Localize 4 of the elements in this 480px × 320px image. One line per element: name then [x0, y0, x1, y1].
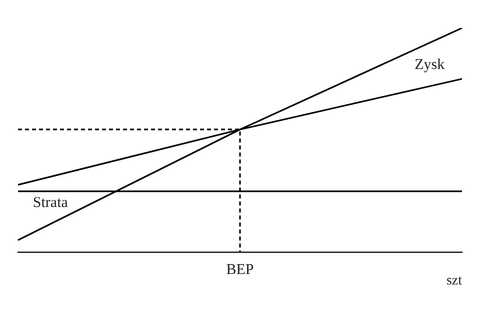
annotation: Strata	[32, 194, 68, 211]
x-axis-title: szt	[446, 274, 462, 289]
text: BEP	[226, 262, 254, 278]
annotation: Zysk	[414, 57, 446, 74]
